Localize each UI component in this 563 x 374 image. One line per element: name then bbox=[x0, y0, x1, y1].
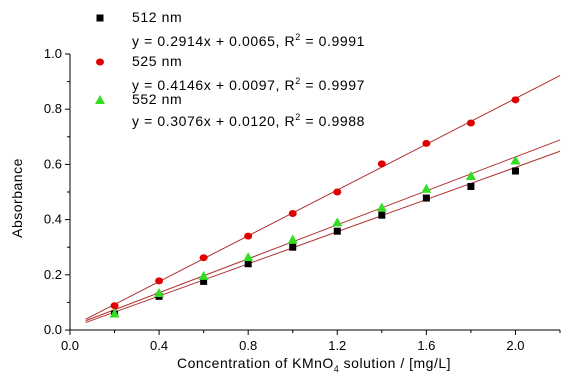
data-point-552-nm bbox=[465, 170, 476, 180]
x-axis-title: Concentration of KMnO4 solution / [mg/L] bbox=[177, 355, 451, 374]
legend-equation: y = 0.4146x + 0.0097, R2 = 0.9997 bbox=[132, 76, 365, 93]
y-tick-label: 0.0 bbox=[44, 322, 62, 337]
data-point-552-nm bbox=[243, 252, 254, 262]
data-point-552-nm bbox=[421, 183, 432, 193]
data-point-512-nm bbox=[511, 167, 519, 175]
legend-r2-value: = 0.9988 bbox=[301, 113, 365, 129]
data-point-512-nm bbox=[289, 243, 297, 251]
data-point-525-nm bbox=[244, 232, 253, 240]
legend-r2-exponent: 2 bbox=[295, 112, 301, 122]
data-point-512-nm bbox=[378, 211, 386, 219]
data-point-512-nm bbox=[467, 182, 475, 190]
fit-line-512-nm bbox=[85, 150, 561, 324]
x-axis-title-rest: solution / [mg/L] bbox=[339, 355, 451, 371]
x-tick-label: 1.6 bbox=[417, 338, 435, 353]
x-tick-label: 0.0 bbox=[61, 338, 79, 353]
data-point-512-nm bbox=[200, 277, 208, 285]
legend-r2-value: = 0.9991 bbox=[301, 33, 365, 49]
data-point-525-nm bbox=[377, 160, 386, 168]
data-point-552-nm bbox=[287, 234, 298, 244]
data-point-512-nm bbox=[422, 194, 430, 202]
data-point-525-nm bbox=[422, 139, 431, 147]
y-tick-label: 0.2 bbox=[44, 267, 62, 282]
legend-series-name: 525 nm bbox=[132, 53, 182, 69]
data-point-552-nm bbox=[109, 308, 120, 318]
data-point-525-nm bbox=[110, 302, 119, 310]
fit-line-552-nm bbox=[85, 139, 561, 322]
legend-equation: y = 0.2914x + 0.0065, R2 = 0.9991 bbox=[132, 32, 365, 49]
data-point-552-nm bbox=[510, 155, 521, 165]
y-tick-label: 0.8 bbox=[44, 101, 62, 116]
x-tick-label: 1.2 bbox=[328, 338, 346, 353]
legend-series-name: 512 nm bbox=[132, 9, 182, 25]
fit-lines bbox=[85, 75, 561, 324]
x-tick-label: 0.8 bbox=[239, 338, 257, 353]
legend: 512 nmy = 0.2914x + 0.0065, R2 = 0.99915… bbox=[95, 9, 365, 129]
legend-r2-exponent: 2 bbox=[295, 32, 301, 42]
legend-equation-text: y = 0.3076x + 0.0120, R bbox=[132, 113, 295, 129]
x-tick-label: 2.0 bbox=[506, 338, 524, 353]
data-point-552-nm bbox=[198, 270, 209, 280]
data-point-552-nm bbox=[154, 288, 165, 298]
data-point-512-nm bbox=[333, 227, 341, 235]
legend-equation-text: y = 0.4146x + 0.0097, R bbox=[132, 77, 295, 93]
y-axis-title: Absorbance bbox=[9, 158, 25, 238]
data-point-552-nm bbox=[376, 202, 387, 212]
fit-line-525-nm bbox=[85, 75, 561, 320]
legend-series-name: 552 nm bbox=[132, 91, 182, 107]
data-point-525-nm bbox=[288, 210, 297, 218]
data-point-512-nm bbox=[244, 260, 252, 268]
data-point-525-nm bbox=[199, 254, 208, 262]
y-tick-label: 0.6 bbox=[44, 156, 62, 171]
data-point-525-nm bbox=[333, 188, 342, 196]
x-axis-title-main: Concentration of KMnO bbox=[177, 355, 334, 371]
legend-marker-512-nm bbox=[96, 14, 104, 22]
legend-equation: y = 0.3076x + 0.0120, R2 = 0.9988 bbox=[132, 112, 365, 129]
x-axis-title-subscript: 4 bbox=[334, 364, 340, 374]
data-point-552-nm bbox=[332, 217, 343, 227]
y-tick-label: 0.4 bbox=[44, 212, 62, 227]
legend-equation-text: y = 0.2914x + 0.0065, R bbox=[132, 33, 295, 49]
legend-marker-525-nm bbox=[96, 58, 104, 66]
legend-marker-552-nm bbox=[95, 95, 105, 104]
data-point-525-nm bbox=[155, 277, 164, 285]
x-tick-label: 0.4 bbox=[150, 338, 168, 353]
data-point-525-nm bbox=[511, 96, 520, 104]
data-points bbox=[109, 96, 521, 318]
y-tick-label: 1.0 bbox=[44, 46, 62, 61]
axes: 0.0 0.4 0.8 1.2 1.6 2.0 0.0 0.2 0.4 0.6 0.8 1.0 bbox=[44, 46, 561, 353]
legend-r2-exponent: 2 bbox=[295, 76, 301, 86]
data-point-525-nm bbox=[466, 119, 475, 127]
legend-r2-value: = 0.9997 bbox=[301, 77, 365, 93]
